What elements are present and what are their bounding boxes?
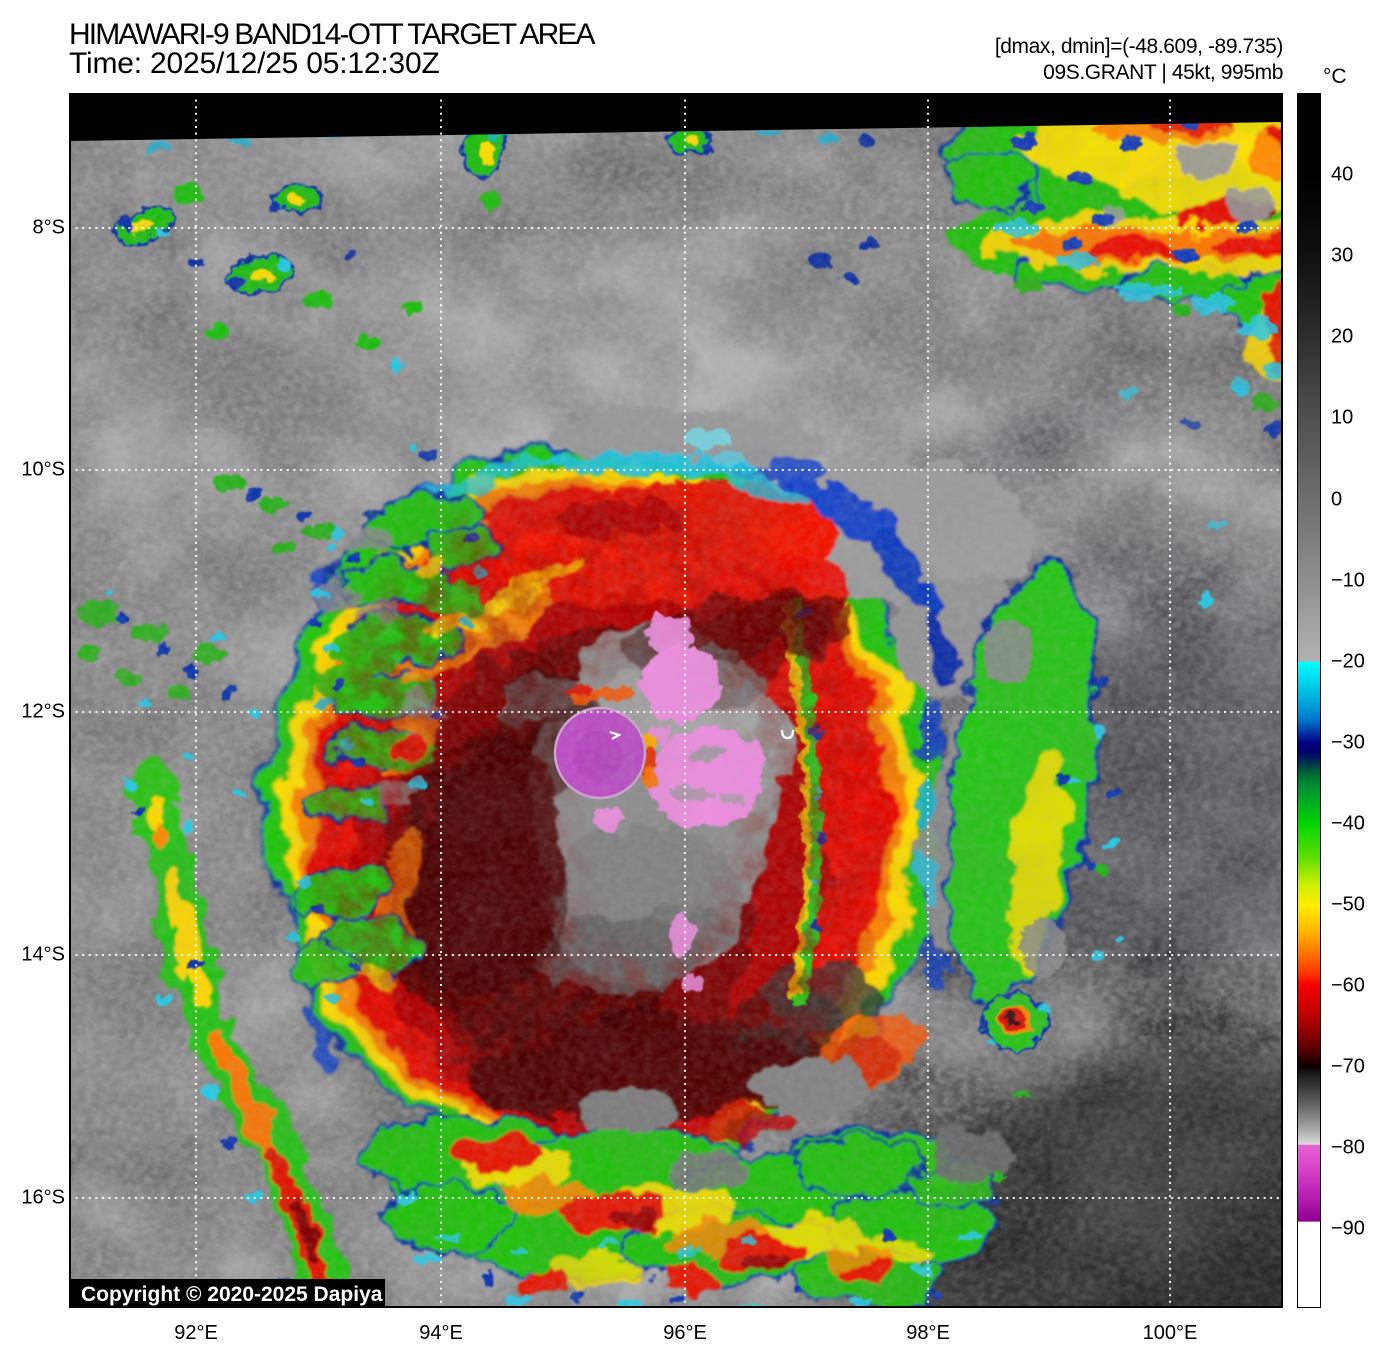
svg-text:Copyright © 2020-2025 Dapiya: Copyright © 2020-2025 Dapiya [81, 1283, 383, 1306]
